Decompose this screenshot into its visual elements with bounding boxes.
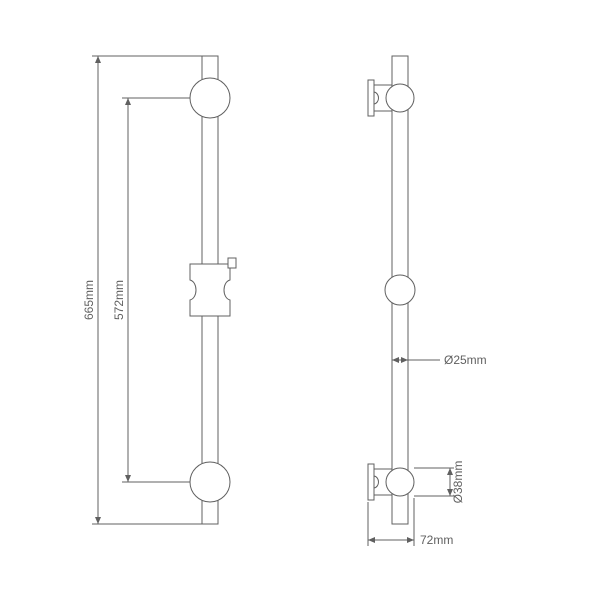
dim-rail-diameter: Ø25mm [444, 353, 487, 367]
slider-bracket [190, 258, 236, 316]
dim-mount-diameter: Ø38mm [451, 461, 465, 504]
bottom-bracket [368, 464, 414, 500]
side-view [368, 56, 415, 524]
top-bracket [368, 80, 414, 116]
dim-center-to-center: 572mm [112, 280, 126, 320]
side-knob [385, 275, 415, 305]
technical-drawing: 665mm 572mm Ø25mm Ø38mm 72mm [0, 0, 600, 600]
front-view [190, 56, 236, 524]
dim-overall-height: 665mm [82, 280, 96, 320]
dim-bracket-depth: 72mm [420, 533, 453, 547]
